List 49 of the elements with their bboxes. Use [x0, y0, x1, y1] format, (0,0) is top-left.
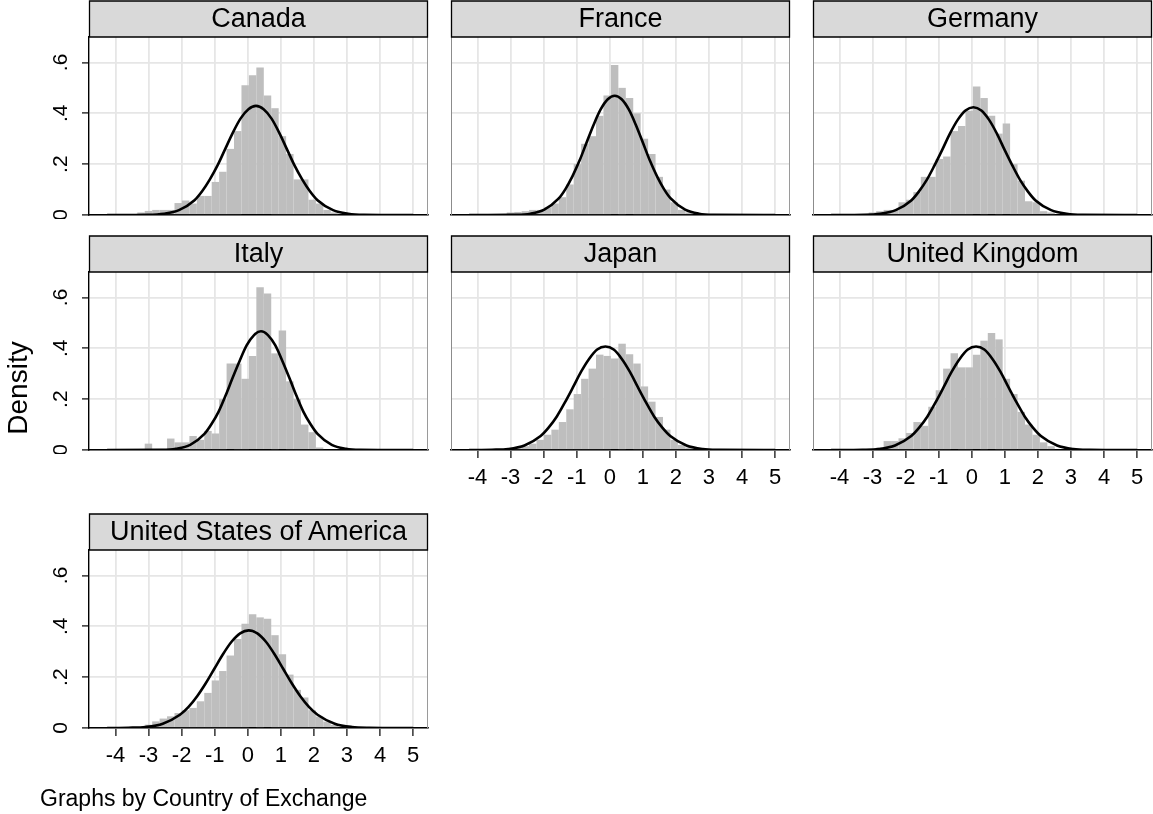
- x-tick-label: -4: [105, 742, 126, 768]
- x-tick-label: 5: [406, 742, 420, 768]
- x-tick-label: -3: [862, 464, 883, 490]
- x-tick-label: 4: [735, 464, 749, 490]
- chart-title: United Kingdom: [886, 238, 1079, 269]
- x-tick-label: -1: [928, 464, 949, 490]
- chart-title: Japan: [583, 238, 658, 269]
- x-tick-label: 1: [274, 742, 287, 768]
- chart-title: Italy: [233, 238, 284, 269]
- x-tick-label: 3: [1064, 464, 1078, 490]
- y-tick-label: .6: [48, 566, 72, 585]
- x-tick-label: -4: [829, 464, 850, 490]
- x-tick-label: 0: [241, 742, 254, 768]
- x-tick-label: -1: [566, 464, 587, 490]
- chart-title: Germany: [926, 3, 1039, 34]
- x-tick-label: 5: [1130, 464, 1144, 490]
- chart-title: Canada: [211, 3, 307, 34]
- y-axis-title: Density: [2, 341, 33, 435]
- text: Graphs by Country of Exchange: [40, 785, 368, 811]
- y-tick-label: .6: [48, 288, 72, 307]
- y-tick-label: .4: [48, 104, 72, 123]
- x-tick-label: 1: [998, 464, 1011, 490]
- y-tick-label: .2: [48, 390, 72, 408]
- x-tick-label: 4: [1097, 464, 1111, 490]
- y-tick-label: .2: [48, 155, 72, 173]
- x-tick-label: -3: [138, 742, 159, 768]
- x-tick-label: -4: [467, 464, 488, 490]
- x-tick-label: 5: [768, 464, 782, 490]
- x-tick-label: 3: [702, 464, 716, 490]
- x-tick-label: -2: [895, 464, 916, 490]
- y-tick-label: .4: [48, 617, 72, 636]
- x-tick-label: -1: [204, 742, 225, 768]
- x-tick-label: -2: [171, 742, 192, 768]
- x-tick-label: 3: [340, 742, 354, 768]
- x-tick-label: 4: [373, 742, 387, 768]
- x-tick-label: 2: [1031, 464, 1045, 490]
- chart-title: United States of America: [109, 516, 409, 547]
- x-tick-label: -3: [500, 464, 521, 490]
- x-tick-label: 2: [669, 464, 683, 490]
- y-tick-label: 0: [48, 722, 72, 734]
- x-tick-label: -2: [533, 464, 554, 490]
- x-tick-label: 2: [307, 742, 321, 768]
- x-tick-label: 0: [603, 464, 616, 490]
- x-tick-label: 1: [636, 464, 649, 490]
- x-tick-label: 0: [965, 464, 978, 490]
- y-tick-label: .4: [48, 339, 72, 358]
- y-tick-label: .2: [48, 668, 72, 686]
- y-tick-label: .6: [48, 53, 72, 72]
- chart-title: France: [578, 3, 663, 34]
